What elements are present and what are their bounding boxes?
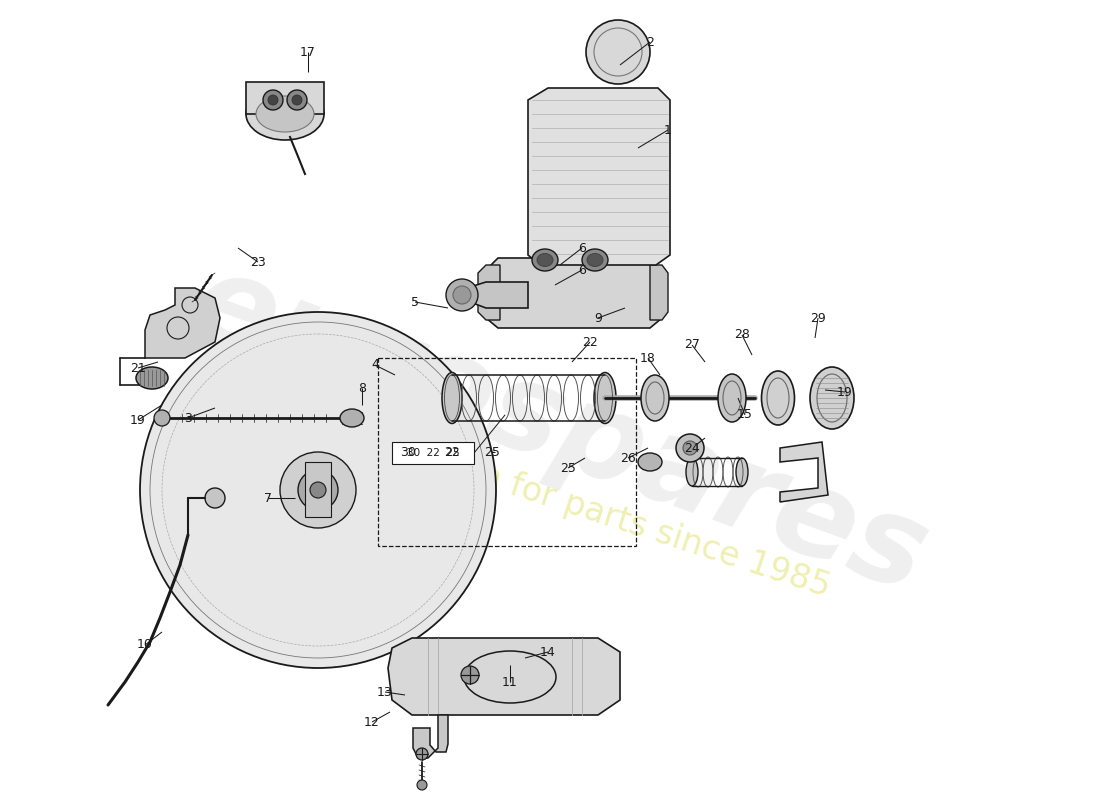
Ellipse shape — [340, 409, 364, 427]
Text: 5: 5 — [411, 295, 419, 309]
Ellipse shape — [246, 88, 324, 140]
Polygon shape — [388, 638, 620, 715]
Text: 3: 3 — [184, 411, 191, 425]
Text: 6: 6 — [579, 242, 586, 254]
Text: 13: 13 — [377, 686, 393, 698]
Circle shape — [154, 410, 170, 426]
Bar — [305, 462, 331, 517]
Polygon shape — [465, 282, 528, 308]
Text: 19: 19 — [837, 386, 852, 398]
Circle shape — [461, 666, 478, 684]
Ellipse shape — [718, 374, 746, 422]
Text: 1: 1 — [664, 123, 672, 137]
Text: 29: 29 — [810, 311, 826, 325]
Text: 11: 11 — [502, 675, 518, 689]
Ellipse shape — [582, 249, 608, 271]
Text: 10: 10 — [138, 638, 153, 651]
Polygon shape — [478, 265, 500, 320]
Polygon shape — [528, 88, 670, 265]
Text: 30  22  25: 30 22 25 — [407, 448, 460, 458]
Circle shape — [263, 90, 283, 110]
Ellipse shape — [638, 453, 662, 471]
Ellipse shape — [736, 458, 748, 486]
Text: a passion for parts since 1985: a passion for parts since 1985 — [345, 417, 835, 603]
Text: 25: 25 — [560, 462, 576, 474]
Text: 18: 18 — [640, 351, 656, 365]
Ellipse shape — [537, 254, 553, 266]
Text: 25: 25 — [484, 446, 499, 458]
Ellipse shape — [686, 458, 698, 486]
Circle shape — [416, 748, 428, 760]
Text: 2: 2 — [646, 35, 653, 49]
Ellipse shape — [641, 375, 669, 421]
Text: 26: 26 — [620, 451, 636, 465]
Circle shape — [205, 488, 225, 508]
Ellipse shape — [594, 373, 616, 423]
Polygon shape — [412, 715, 448, 758]
Text: 8: 8 — [358, 382, 366, 394]
Text: 27: 27 — [684, 338, 700, 351]
Circle shape — [586, 20, 650, 84]
Circle shape — [140, 312, 496, 668]
Circle shape — [683, 441, 697, 455]
Ellipse shape — [136, 367, 168, 389]
Circle shape — [292, 95, 302, 105]
Ellipse shape — [810, 367, 854, 429]
Text: 22: 22 — [582, 335, 598, 349]
Circle shape — [446, 279, 478, 311]
Circle shape — [310, 482, 326, 498]
Polygon shape — [650, 265, 668, 320]
Text: 9: 9 — [594, 311, 602, 325]
Polygon shape — [145, 288, 220, 358]
Text: 19: 19 — [130, 414, 146, 426]
Ellipse shape — [532, 249, 558, 271]
Ellipse shape — [587, 254, 603, 266]
Ellipse shape — [761, 371, 794, 425]
Ellipse shape — [442, 373, 462, 423]
Polygon shape — [780, 442, 828, 502]
Text: 23: 23 — [250, 255, 266, 269]
Bar — [378, 358, 636, 546]
Bar — [392, 442, 474, 464]
Text: 30: 30 — [400, 446, 416, 458]
Text: eurospares: eurospares — [177, 243, 943, 617]
Circle shape — [298, 470, 338, 510]
Circle shape — [417, 780, 427, 790]
Circle shape — [287, 90, 307, 110]
Circle shape — [280, 452, 356, 528]
Ellipse shape — [256, 96, 314, 132]
Text: 14: 14 — [540, 646, 556, 658]
Circle shape — [268, 95, 278, 105]
Text: 12: 12 — [364, 715, 380, 729]
Circle shape — [676, 434, 704, 462]
Text: 22: 22 — [444, 446, 460, 458]
Text: 6: 6 — [579, 263, 586, 277]
Text: 28: 28 — [734, 329, 750, 342]
Polygon shape — [486, 258, 662, 328]
Text: 17: 17 — [300, 46, 316, 58]
Text: 15: 15 — [737, 409, 752, 422]
Text: 21: 21 — [130, 362, 146, 374]
Circle shape — [453, 286, 471, 304]
Text: 7: 7 — [264, 491, 272, 505]
Text: 4: 4 — [371, 358, 378, 371]
Bar — [246, 82, 324, 114]
Text: 24: 24 — [684, 442, 700, 454]
